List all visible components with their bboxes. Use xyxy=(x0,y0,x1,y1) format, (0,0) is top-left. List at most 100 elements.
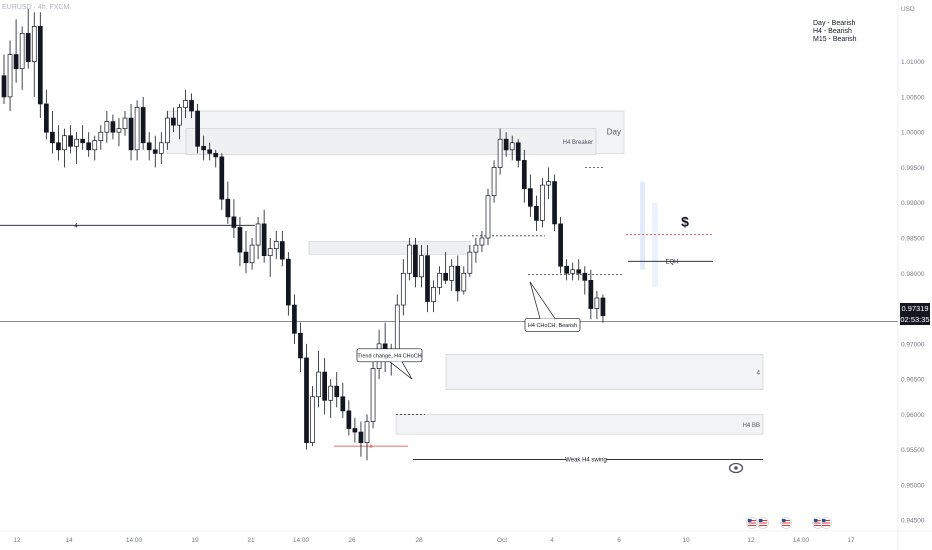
bull-candle xyxy=(183,100,188,108)
x-tick-label: Oct xyxy=(497,537,507,544)
bull-candle xyxy=(158,142,164,154)
y-axis: USD 1.01000 1.00500 1.00000 0.99500 0.99000 0.… xyxy=(897,0,925,550)
y-axis-unit: USD xyxy=(901,6,915,13)
bear-candle xyxy=(515,142,521,161)
bear-candle xyxy=(37,25,43,105)
us-flag-stripe xyxy=(822,525,830,526)
candles-layer xyxy=(1,8,606,461)
us-flag-stripe xyxy=(759,522,767,524)
bear-candle xyxy=(413,244,418,278)
x-tick-label: 14:00 xyxy=(793,537,810,544)
bull-candle xyxy=(407,244,412,274)
bear-candle xyxy=(110,121,116,133)
y-tick-label: 0.95500 xyxy=(901,447,925,454)
bear-candle xyxy=(340,396,346,412)
eye-icon-pupil xyxy=(734,466,738,470)
highlight-bar xyxy=(640,181,645,270)
bear-candle xyxy=(128,117,134,151)
bull-candle xyxy=(394,304,400,352)
weak-swing-label-bg xyxy=(566,455,606,464)
bear-candle xyxy=(261,223,267,257)
bear-candle xyxy=(279,241,285,260)
y-tick-label: 0.99500 xyxy=(901,165,925,172)
symbol-name: EURUSD xyxy=(2,4,32,11)
bias-panel: Day - Bearish H4 - Bearish M15 - Bearish xyxy=(813,20,857,44)
bull-candle xyxy=(419,255,424,278)
bull-candle xyxy=(316,371,321,398)
y-tick-label: 0.94500 xyxy=(901,518,925,525)
bear-candle xyxy=(352,428,358,433)
bear-candle xyxy=(50,131,55,144)
us-flag-stripe xyxy=(748,522,756,524)
zone-label: H4 BB xyxy=(743,423,760,429)
us-flag-stripe xyxy=(814,520,822,521)
x-tick-label: 6 xyxy=(617,537,621,544)
bear-candle xyxy=(219,156,225,200)
bear-candle xyxy=(443,272,448,281)
bias-day: Day - Bearish xyxy=(813,20,856,27)
bear-candle xyxy=(1,75,7,98)
us-flag-stripe xyxy=(748,520,756,521)
us-flag-canton xyxy=(814,519,818,522)
bull-candle xyxy=(249,244,255,264)
bar-countdown: 02:53:35 xyxy=(900,315,930,324)
bear-candle xyxy=(140,107,146,144)
bear-candle xyxy=(225,198,231,218)
us-flag-stripe xyxy=(822,520,830,521)
bull-candle xyxy=(328,385,334,401)
bull-candle xyxy=(267,248,273,257)
x-axis: 12 14 14:00 19 21 14:00 26 28 Oct 4 6 10 12 14:00 17 xyxy=(0,530,932,544)
callout-pointer xyxy=(529,281,556,319)
bear-candle xyxy=(600,297,606,316)
bear-candle xyxy=(231,216,237,228)
bear-candle xyxy=(243,251,249,264)
bull-candle xyxy=(461,272,467,292)
y-tick-label: 0.96500 xyxy=(901,377,925,384)
bear-candle xyxy=(171,117,176,126)
bear-candle xyxy=(213,152,219,158)
bear-candle xyxy=(304,357,309,443)
zone-label: Day xyxy=(607,128,621,137)
bull-candle xyxy=(74,138,79,147)
bear-candle xyxy=(521,160,527,189)
bias-m15: M15 - Bearish xyxy=(813,36,857,43)
y-tick-label: 0.96000 xyxy=(901,412,925,419)
bear-candle xyxy=(534,205,539,221)
y-tick-label: 0.98000 xyxy=(901,271,925,278)
x-tick-label: 17 xyxy=(847,537,855,544)
y-tick-label: 0.97000 xyxy=(901,341,925,348)
bear-candle xyxy=(86,142,92,151)
x-tick-label: 14:00 xyxy=(293,537,310,544)
current-price-value: 0.97319 xyxy=(901,304,929,313)
bull-candle xyxy=(594,297,600,309)
highlight-bar xyxy=(652,202,658,288)
us-flag-stripe xyxy=(782,525,790,526)
callout-text: H4 CHoCH, Bearish xyxy=(528,323,577,329)
bias-h4: H4 - Bearish xyxy=(813,28,852,35)
bear-candle xyxy=(564,265,570,274)
bull-candle xyxy=(104,121,110,133)
dollar-sign: $ xyxy=(681,214,689,230)
x-tick-label: 26 xyxy=(348,537,356,544)
bear-candle xyxy=(425,255,430,302)
us-flag-stripe xyxy=(782,520,790,521)
zone-label: 4 xyxy=(757,371,761,377)
zone-label: H4 Breaker xyxy=(563,140,593,146)
bull-candle xyxy=(7,54,13,98)
us-flag-stripe xyxy=(814,525,822,526)
us-flag-stripe xyxy=(759,520,767,521)
bull-candle xyxy=(62,135,67,151)
bull-candle xyxy=(310,396,315,443)
bear-candle xyxy=(201,145,206,151)
y-tick-label: 1.00000 xyxy=(901,130,925,137)
bear-candle xyxy=(195,110,200,147)
x-tick-label: 19 xyxy=(191,537,199,544)
bear-candle xyxy=(80,138,86,144)
us-flag-stripe xyxy=(814,522,822,524)
y-tick-label: 0.95000 xyxy=(901,482,925,489)
bull-candle xyxy=(449,265,455,281)
bull-candle xyxy=(116,128,122,133)
bull-candle xyxy=(177,107,182,126)
bull-candle xyxy=(165,117,170,144)
